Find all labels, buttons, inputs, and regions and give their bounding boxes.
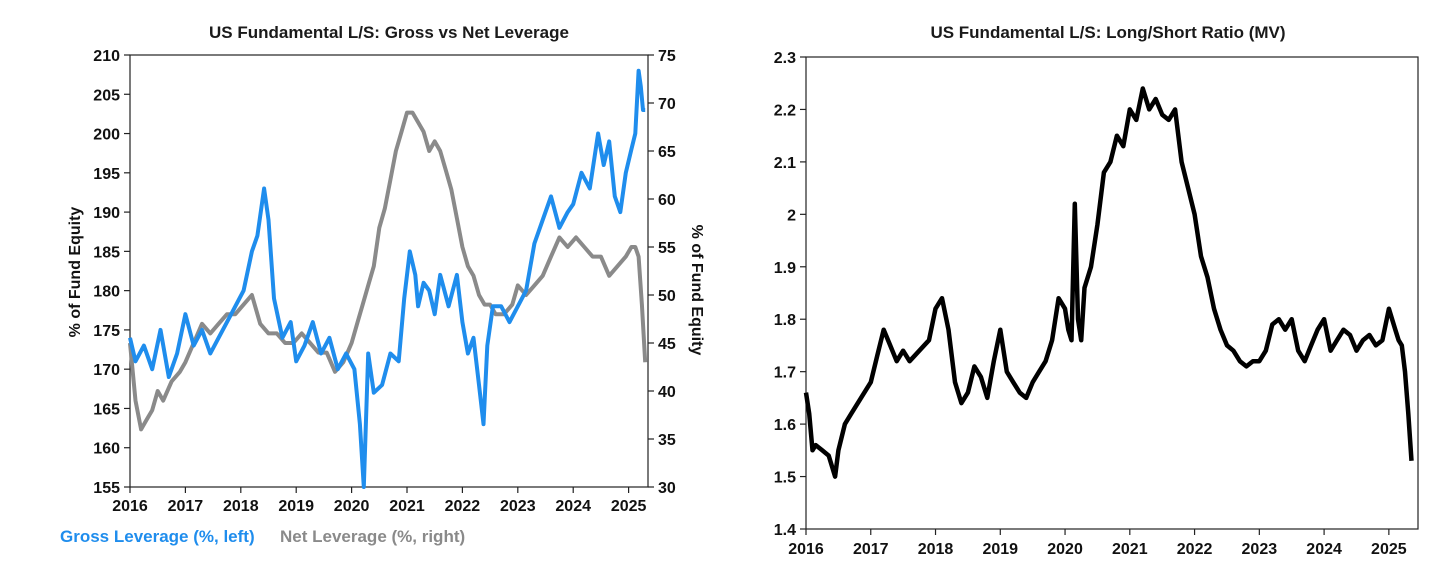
x-tick-label: 2018: [223, 498, 259, 515]
left-y-tick-label: 160: [93, 441, 120, 458]
right-y-tick-label: 45: [658, 336, 676, 353]
legend-gross-leverage: Gross Leverage (%, left): [60, 527, 255, 546]
left-y-tick-label: 200: [93, 127, 120, 144]
ratio-y-tick-label: 2.2: [774, 102, 796, 119]
ratio-y-tick-label: 1.7: [774, 365, 796, 382]
ratio-x-tick-label: 2021: [1112, 541, 1148, 558]
leverage-chart: US Fundamental L/S: Gross vs Net Leverag…: [60, 23, 705, 546]
ratio-y-tick-label: 2.3: [774, 50, 796, 67]
left-y-tick-label: 170: [93, 362, 120, 379]
ratio-x-tick-label: 2017: [853, 541, 889, 558]
right-y-tick-label: 65: [658, 144, 676, 161]
right-y-axis-label: % of Fund Equity: [688, 225, 705, 356]
x-tick-label: 2022: [445, 498, 481, 515]
long-short-ratio-line: [803, 86, 1414, 479]
right-y-tick-label: 30: [658, 480, 676, 497]
leverage-chart-title: US Fundamental L/S: Gross vs Net Leverag…: [209, 23, 569, 42]
left-y-axis: 155 160 165 170 175 180 185 190 195 200 205 210: [93, 48, 130, 497]
ratio-x-tick-label: 2024: [1306, 541, 1342, 558]
gross-leverage-line: [128, 68, 646, 489]
left-y-tick-label: 165: [93, 401, 120, 418]
ratio-chart-title: US Fundamental L/S: Long/Short Ratio (MV…: [930, 23, 1285, 42]
left-y-tick-label: 210: [93, 48, 120, 65]
ratio-y-tick-label: 2: [787, 207, 796, 224]
right-y-tick-label: 75: [658, 48, 676, 65]
ratio-x-tick-label: 2019: [982, 541, 1018, 558]
x-tick-label: 2019: [278, 498, 314, 515]
left-y-tick-label: 175: [93, 323, 120, 340]
ratio-y-tick-label: 1.4: [774, 522, 796, 539]
ratio-x-tick-label: 2023: [1242, 541, 1278, 558]
right-y-tick-label: 60: [658, 192, 676, 209]
right-y-tick-label: 55: [658, 240, 676, 257]
ratio-y-axis: 1.4 1.5 1.6 1.7 1.8 1.9 2 2.1 2.2 2.3: [774, 50, 806, 539]
leverage-x-axis: 2016 2017 2018 2019 2020 2021 2022 2023 2024 2025: [112, 487, 647, 515]
left-y-tick-label: 155: [93, 480, 120, 497]
right-y-tick-label: 70: [658, 96, 676, 113]
left-y-tick-label: 185: [93, 244, 120, 261]
right-y-axis: 30 35 40 45 50 55 60 65 70 75: [648, 48, 676, 497]
ratio-x-axis: 2016 2017 2018 2019 2020 2021 2022 2023 2024 2025: [788, 529, 1407, 558]
ratio-chart: US Fundamental L/S: Long/Short Ratio (MV…: [774, 23, 1419, 558]
x-tick-label: 2025: [611, 498, 647, 515]
ratio-y-tick-label: 2.1: [774, 155, 796, 172]
ratio-y-tick-label: 1.9: [774, 260, 796, 277]
leverage-plot-frame: [129, 54, 649, 488]
x-tick-label: 2023: [500, 498, 536, 515]
left-y-tick-label: 190: [93, 205, 120, 222]
left-y-axis-label: % of Fund Equity: [67, 207, 84, 338]
left-y-tick-label: 195: [93, 166, 120, 183]
x-tick-label: 2020: [334, 498, 370, 515]
right-y-tick-label: 40: [658, 384, 676, 401]
ratio-x-tick-label: 2020: [1047, 541, 1083, 558]
ratio-y-tick-label: 1.5: [774, 470, 796, 487]
right-y-tick-label: 35: [658, 432, 676, 449]
legend-net-leverage: Net Leverage (%, right): [280, 527, 465, 546]
ratio-plot-frame: [805, 56, 1419, 530]
ratio-y-tick-label: 1.6: [774, 417, 796, 434]
ratio-x-tick-label: 2018: [918, 541, 954, 558]
left-y-tick-label: 180: [93, 284, 120, 301]
ratio-x-tick-label: 2016: [788, 541, 824, 558]
ratio-x-tick-label: 2022: [1177, 541, 1213, 558]
x-tick-label: 2024: [555, 498, 591, 515]
x-tick-label: 2021: [389, 498, 425, 515]
right-y-tick-label: 50: [658, 288, 676, 305]
ratio-x-tick-label: 2025: [1371, 541, 1407, 558]
x-tick-label: 2016: [112, 498, 148, 515]
x-tick-label: 2017: [168, 498, 204, 515]
net-leverage-line: [128, 110, 648, 432]
ratio-y-tick-label: 1.8: [774, 312, 796, 329]
left-y-tick-label: 205: [93, 87, 120, 104]
